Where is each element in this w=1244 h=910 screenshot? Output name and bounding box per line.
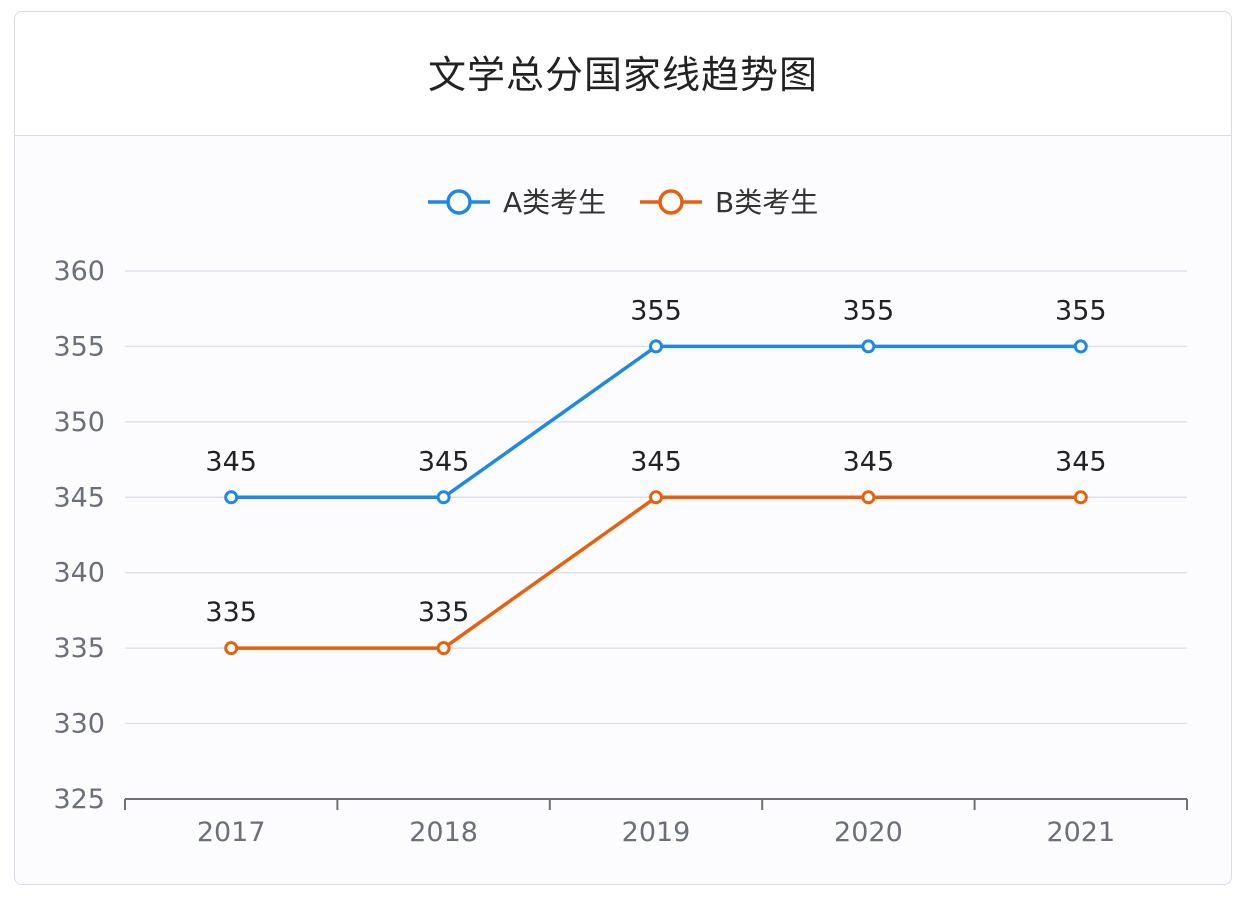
x-tick-label: 2017 xyxy=(197,817,266,848)
x-tick-label: 2020 xyxy=(834,817,903,848)
legend-item-a[interactable]: A类考生 xyxy=(428,186,606,219)
y-tick-label: 330 xyxy=(53,709,105,740)
data-label: 355 xyxy=(843,295,895,326)
data-label: 345 xyxy=(630,446,682,477)
data-point[interactable] xyxy=(224,641,239,656)
y-tick-label: 335 xyxy=(53,633,105,664)
x-tick-label: 2021 xyxy=(1046,817,1115,848)
x-tick-label: 2019 xyxy=(622,817,691,848)
series-layer xyxy=(224,339,1088,656)
data-point[interactable] xyxy=(1073,339,1088,354)
chart-header: 文学总分国家线趋势图 xyxy=(15,12,1231,136)
data-point[interactable] xyxy=(861,339,876,354)
legend-item-b[interactable]: B类考生 xyxy=(640,186,818,219)
data-label: 335 xyxy=(418,597,470,628)
x-tick-label: 2018 xyxy=(409,817,478,848)
data-point[interactable] xyxy=(861,490,876,505)
chart-title: 文学总分国家线趋势图 xyxy=(427,53,818,97)
y-tick-label: 325 xyxy=(53,784,105,815)
legend-label: A类考生 xyxy=(503,186,606,219)
data-label: 345 xyxy=(843,446,895,477)
y-tick-label: 345 xyxy=(53,482,105,513)
data-label: 345 xyxy=(418,446,470,477)
y-axis: 325 330 335 340 345 350 355 360 xyxy=(53,256,105,815)
y-tick-label: 350 xyxy=(53,407,105,438)
x-axis: 2017 2018 2019 2020 2021 xyxy=(124,798,1188,848)
data-point[interactable] xyxy=(649,490,663,505)
chart-card: 文学总分国家线趋势图 xyxy=(14,11,1232,885)
data-point[interactable] xyxy=(224,490,239,505)
data-point[interactable] xyxy=(649,339,663,354)
data-labels: 345 345 355 355 355 335 335 345 345 345 xyxy=(205,295,1106,628)
y-tick-label: 340 xyxy=(53,558,105,589)
data-label: 345 xyxy=(1055,446,1107,477)
legend-marker xyxy=(446,189,472,215)
legend: A类考生 B类考生 xyxy=(428,186,818,219)
y-tick-label: 360 xyxy=(53,256,105,287)
data-label: 345 xyxy=(205,446,257,477)
data-label: 355 xyxy=(1055,295,1107,326)
data-point[interactable] xyxy=(1073,490,1088,505)
data-point[interactable] xyxy=(436,490,451,505)
data-label: 335 xyxy=(205,597,257,628)
data-label: 355 xyxy=(630,295,682,326)
data-point[interactable] xyxy=(436,641,451,656)
y-tick-label: 355 xyxy=(53,331,105,362)
legend-label: B类考生 xyxy=(715,186,818,219)
legend-marker xyxy=(658,189,684,215)
